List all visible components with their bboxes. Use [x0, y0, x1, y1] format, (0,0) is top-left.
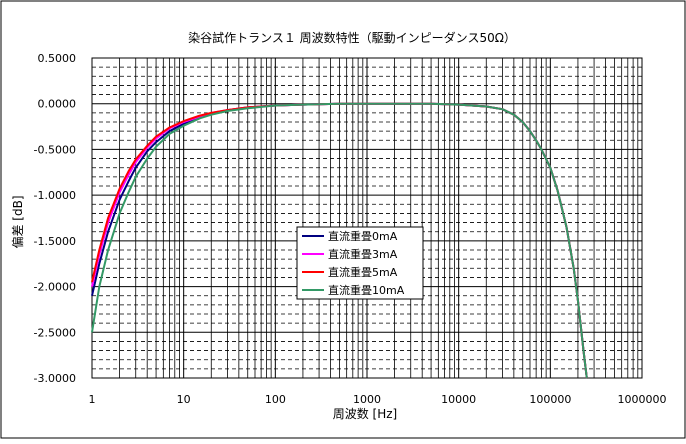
x-tick-label: 100000: [529, 393, 571, 406]
x-tick-label: 100: [265, 393, 286, 406]
x-tick-label: 10000: [441, 393, 476, 406]
legend-label-0: 直流重畳0mA: [328, 229, 398, 243]
y-tick-label: -2.5000: [34, 326, 76, 339]
x-tick-label: 10: [177, 393, 191, 406]
y-axis-label: 偏差 [dB]: [10, 195, 25, 248]
series-line-3: [91, 102, 588, 379]
legend-box: [296, 226, 424, 300]
series-lines: [91, 102, 588, 379]
x-tick-label: 1000000: [618, 393, 667, 406]
legend-label-2: 直流重畳5mA: [328, 265, 398, 279]
x-tick-label: 1: [89, 393, 96, 406]
y-tick-label: 0.5000: [38, 52, 77, 65]
y-tick-label: -3.0000: [34, 372, 76, 385]
x-axis-label: 周波数 [Hz]: [333, 406, 398, 421]
chart-title: 染谷試作トランス１ 周波数特性（駆動インピーダンス50Ω）: [188, 30, 516, 45]
x-axis-ticks: 1 10 100 1000 10000 100000 1000000: [89, 393, 667, 406]
y-axis-ticks: 0.5000 0.0000 -0.5000 -1.0000 -1.5000 -2.0000…: [34, 52, 76, 385]
x-tick-label: 1000: [353, 393, 381, 406]
y-tick-label: -1.0000: [34, 189, 76, 202]
plot-area: [91, 57, 643, 379]
legend-label-1: 直流重畳3mA: [328, 247, 398, 261]
y-tick-label: -1.5000: [34, 235, 76, 248]
y-tick-label: -0.5000: [34, 143, 76, 156]
legend-label-3: 直流重畳10mA: [328, 283, 405, 297]
legend: 直流重畳0mA 直流重畳3mA 直流重畳5mA 直流重畳10mA: [296, 226, 424, 300]
y-tick-label: -2.0000: [34, 281, 76, 294]
y-tick-label: 0.0000: [38, 98, 77, 111]
